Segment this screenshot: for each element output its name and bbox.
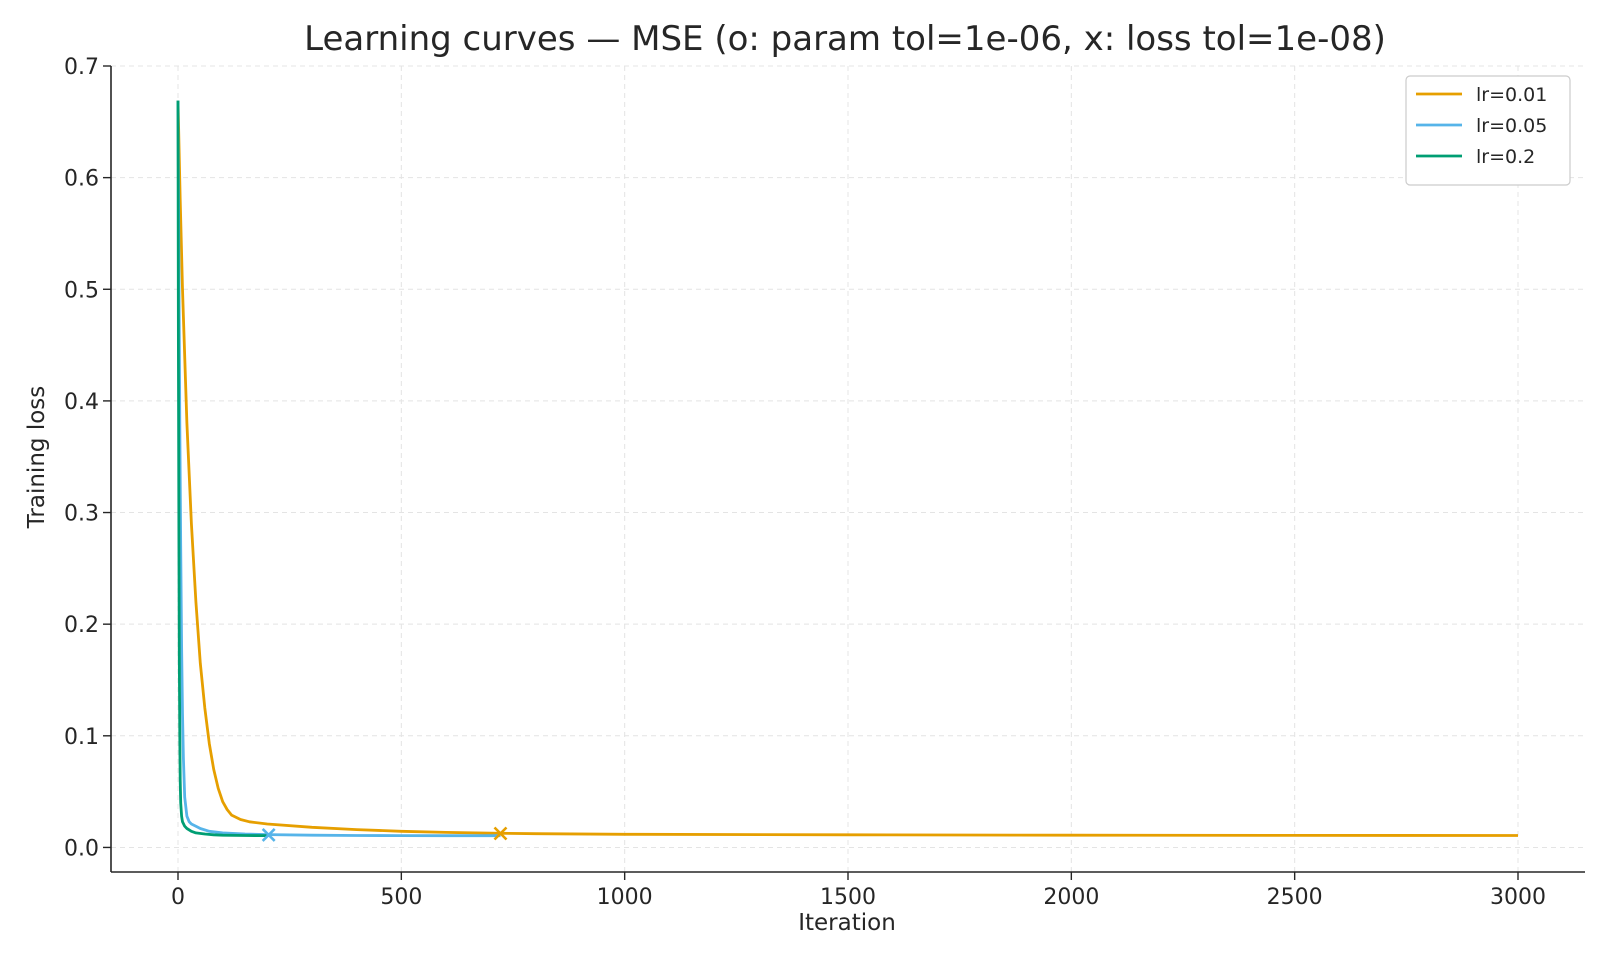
x-tick-label: 3000 xyxy=(1490,885,1546,910)
x-tick-label: 1000 xyxy=(597,885,653,910)
y-tick-label: 0.4 xyxy=(64,390,99,415)
x-tick-label: 2000 xyxy=(1043,885,1099,910)
y-tick-label: 0.2 xyxy=(64,613,99,638)
y-tick-label: 0.3 xyxy=(64,502,99,527)
y-tick-label: 0.1 xyxy=(64,725,99,750)
y-tick-label: 0.6 xyxy=(64,167,99,192)
series-lines xyxy=(176,100,1519,838)
x-axis-label: Iteration xyxy=(798,910,896,936)
y-tick-label: 0.0 xyxy=(64,836,99,861)
axes: 0 500 1000 1500 2000 2500 3000 0.0 0.1 0.2 0.3 0.4 0… xyxy=(64,55,1585,910)
x-marker-stroke xyxy=(261,828,276,842)
x-marker-lr=0.01 xyxy=(493,826,508,841)
legend-box xyxy=(1405,75,1571,186)
x-tick-label: 1500 xyxy=(820,885,876,910)
series-line-lr=0.01 xyxy=(176,100,1519,837)
y-axis-label: Training loss xyxy=(24,386,50,530)
legend-label-lr=0.05: lr=0.05 xyxy=(1476,115,1547,137)
y-tick-label: 0.7 xyxy=(64,55,99,80)
y-tick-label: 0.5 xyxy=(64,278,99,303)
x-tick-label: 500 xyxy=(380,885,422,910)
legend-label-lr=0.2: lr=0.2 xyxy=(1476,146,1535,168)
x-tick-label: 0 xyxy=(171,885,185,910)
legend-label-lr=0.01: lr=0.01 xyxy=(1476,84,1547,106)
series-line-lr=0.05 xyxy=(176,100,501,838)
end-markers xyxy=(261,826,508,842)
x-marker-stroke xyxy=(493,826,508,841)
series-line-lr=0.2 xyxy=(176,100,269,837)
legend: lr=0.01 lr=0.05 lr=0.2 xyxy=(1405,75,1571,186)
chart-title: Learning curves — MSE (o: param tol=1e-0… xyxy=(304,19,1386,59)
grid-lines xyxy=(111,65,1585,872)
x-marker-lr=0.05 xyxy=(261,828,276,842)
x-tick-label: 2500 xyxy=(1267,885,1323,910)
